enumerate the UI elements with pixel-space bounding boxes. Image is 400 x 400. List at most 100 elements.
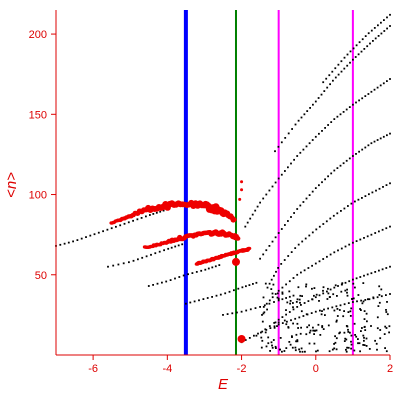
black-point	[307, 267, 310, 269]
black-point	[322, 289, 324, 292]
black-point	[278, 348, 281, 351]
black-point	[319, 309, 321, 312]
black-point	[308, 324, 310, 327]
black-point	[244, 339, 247, 341]
black-point	[301, 350, 304, 353]
black-point	[288, 290, 291, 293]
black-point	[317, 323, 320, 326]
black-point	[257, 332, 259, 335]
black-branch-12	[322, 13, 391, 84]
black-point	[311, 139, 314, 141]
black-point	[324, 178, 326, 181]
red-point	[235, 236, 241, 241]
black-point	[361, 302, 364, 305]
black-point	[343, 67, 346, 70]
black-point	[322, 223, 325, 225]
black-point	[252, 283, 254, 285]
black-point	[358, 342, 361, 345]
black-point	[346, 64, 349, 67]
black-point	[320, 313, 323, 316]
black-point	[165, 280, 168, 283]
black-point	[352, 58, 354, 61]
black-point	[376, 316, 379, 319]
black-point	[281, 291, 284, 294]
black-point	[345, 108, 348, 111]
black-point	[270, 341, 273, 344]
black-point	[353, 322, 356, 325]
black-point	[290, 216, 292, 218]
black-point	[308, 194, 311, 196]
black-point	[336, 295, 338, 297]
y-tick-label: 200	[29, 29, 47, 41]
red-point	[231, 217, 237, 222]
black-point	[305, 313, 308, 316]
black-point	[363, 336, 365, 339]
black-point	[330, 121, 333, 123]
black-point	[307, 300, 310, 302]
black-point	[374, 339, 376, 342]
black-point	[273, 326, 276, 329]
black-point	[308, 234, 311, 237]
vertical-lines	[183, 10, 354, 355]
black-point	[294, 317, 297, 320]
black-point	[366, 273, 369, 276]
black-point	[355, 240, 358, 242]
black-point	[322, 81, 325, 84]
black-point	[263, 304, 266, 307]
black-point	[264, 328, 267, 331]
black-point	[132, 219, 134, 222]
black-point	[363, 344, 366, 346]
black-point	[321, 130, 323, 132]
black-point	[301, 240, 304, 243]
black-point	[303, 113, 306, 116]
black-point	[260, 346, 263, 349]
black-point	[329, 288, 332, 291]
black-point	[364, 299, 367, 301]
black-point	[318, 300, 320, 302]
black-point	[340, 210, 342, 212]
black-point	[379, 337, 382, 340]
black-point	[300, 310, 303, 313]
black-point	[323, 308, 325, 311]
black-point	[202, 298, 205, 300]
black-point	[325, 220, 328, 223]
black-point	[386, 80, 388, 82]
black-point	[313, 287, 316, 289]
black-point	[335, 337, 338, 340]
black-point	[296, 273, 299, 276]
black-point	[352, 47, 355, 50]
black-point	[383, 333, 386, 335]
black-point	[336, 115, 339, 118]
black-point	[222, 314, 224, 316]
black-point	[359, 308, 361, 310]
black-point	[350, 334, 353, 337]
black-point	[327, 292, 330, 295]
black-point	[355, 44, 358, 47]
black-point	[385, 294, 387, 296]
black-point	[256, 205, 259, 208]
black-point	[357, 53, 360, 56]
black-point	[350, 202, 353, 205]
x-tick-label: -6	[88, 363, 98, 375]
black-point	[315, 228, 318, 231]
black-point	[337, 285, 339, 287]
black-point	[260, 336, 263, 339]
black-point	[286, 320, 288, 323]
black-point	[389, 265, 391, 268]
black-point	[200, 269, 203, 272]
black-point	[292, 277, 295, 279]
black-point	[170, 246, 173, 249]
black-point	[350, 340, 352, 343]
black-point	[358, 41, 361, 44]
black-branch-9	[259, 132, 391, 260]
black-point	[277, 323, 280, 326]
black-point	[136, 218, 139, 221]
black-point	[290, 162, 292, 165]
black-point	[266, 286, 269, 289]
black-point	[369, 42, 371, 45]
black-point	[193, 300, 196, 303]
black-point	[280, 228, 283, 230]
black-branch-7	[262, 225, 391, 308]
red-branch-0	[109, 199, 237, 225]
black-point	[337, 73, 340, 76]
